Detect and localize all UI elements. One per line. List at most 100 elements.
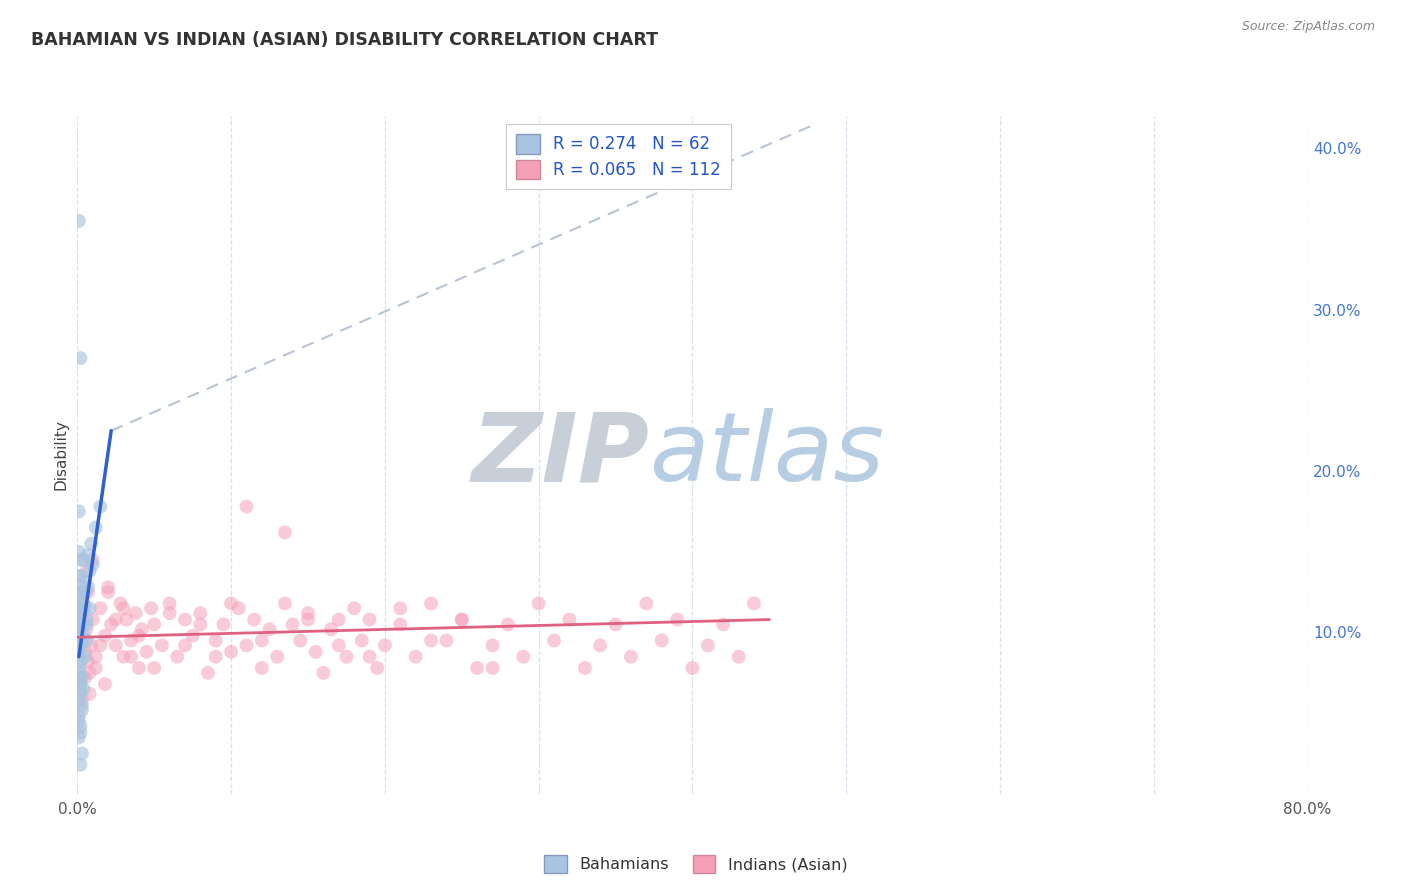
- Point: [128, 629, 150, 643]
- Point: [328, 639, 350, 653]
- Point: [174, 613, 197, 627]
- Point: [727, 649, 749, 664]
- Point: [204, 649, 226, 664]
- Point: [159, 596, 181, 610]
- Point: [100, 617, 122, 632]
- Point: [297, 613, 319, 627]
- Point: [389, 617, 412, 632]
- Point: [73, 649, 96, 664]
- Point: [77, 655, 100, 669]
- Point: [589, 639, 612, 653]
- Point: [89, 500, 111, 514]
- Y-axis label: Disability: Disability: [53, 419, 69, 491]
- Point: [131, 622, 153, 636]
- Point: [97, 585, 120, 599]
- Point: [69, 585, 91, 599]
- Point: [67, 714, 90, 729]
- Point: [67, 649, 90, 664]
- Point: [312, 665, 335, 680]
- Point: [335, 649, 357, 664]
- Point: [259, 622, 281, 636]
- Point: [181, 629, 204, 643]
- Point: [104, 613, 127, 627]
- Point: [76, 633, 98, 648]
- Point: [72, 629, 94, 643]
- Point: [574, 661, 596, 675]
- Point: [481, 639, 503, 653]
- Point: [481, 661, 503, 675]
- Point: [70, 671, 93, 685]
- Point: [79, 665, 101, 680]
- Point: [80, 537, 103, 551]
- Point: [77, 585, 100, 599]
- Point: [125, 606, 148, 620]
- Point: [67, 214, 90, 228]
- Point: [69, 622, 91, 636]
- Point: [543, 633, 565, 648]
- Point: [558, 613, 581, 627]
- Point: [405, 649, 427, 664]
- Point: [69, 617, 91, 632]
- Point: [188, 606, 212, 620]
- Point: [228, 601, 250, 615]
- Point: [243, 613, 266, 627]
- Point: [69, 639, 91, 653]
- Point: [250, 661, 273, 675]
- Point: [73, 601, 96, 615]
- Legend: Bahamians, Indians (Asian): Bahamians, Indians (Asian): [538, 848, 853, 880]
- Point: [274, 596, 297, 610]
- Point: [374, 639, 396, 653]
- Point: [67, 613, 90, 627]
- Point: [150, 639, 173, 653]
- Point: [235, 639, 257, 653]
- Point: [450, 613, 472, 627]
- Point: [79, 564, 101, 578]
- Point: [212, 617, 235, 632]
- Point: [69, 633, 91, 648]
- Point: [73, 645, 96, 659]
- Point: [651, 633, 673, 648]
- Point: [79, 687, 101, 701]
- Point: [72, 681, 94, 696]
- Point: [82, 553, 104, 567]
- Point: [89, 601, 111, 615]
- Point: [319, 622, 342, 636]
- Point: [69, 757, 91, 772]
- Point: [73, 585, 96, 599]
- Text: atlas: atlas: [650, 409, 884, 501]
- Point: [359, 613, 381, 627]
- Point: [69, 606, 91, 620]
- Point: [112, 601, 135, 615]
- Point: [73, 574, 96, 588]
- Point: [67, 601, 90, 615]
- Point: [197, 665, 219, 680]
- Point: [72, 585, 94, 599]
- Point: [69, 629, 91, 643]
- Point: [696, 639, 718, 653]
- Point: [82, 613, 104, 627]
- Point: [465, 661, 488, 675]
- Point: [70, 606, 93, 620]
- Point: [67, 645, 90, 659]
- Point: [512, 649, 534, 664]
- Point: [67, 731, 90, 745]
- Point: [77, 580, 100, 594]
- Point: [67, 665, 90, 680]
- Text: BAHAMIAN VS INDIAN (ASIAN) DISABILITY CORRELATION CHART: BAHAMIAN VS INDIAN (ASIAN) DISABILITY CO…: [31, 31, 658, 49]
- Text: ZIP: ZIP: [471, 409, 650, 501]
- Point: [290, 633, 312, 648]
- Point: [135, 645, 157, 659]
- Point: [682, 661, 704, 675]
- Point: [69, 677, 91, 691]
- Point: [450, 613, 472, 627]
- Point: [366, 661, 388, 675]
- Point: [274, 525, 297, 540]
- Point: [359, 649, 381, 664]
- Point: [67, 671, 90, 685]
- Point: [84, 661, 107, 675]
- Point: [84, 520, 107, 534]
- Point: [82, 558, 104, 572]
- Point: [76, 622, 98, 636]
- Point: [84, 649, 107, 664]
- Point: [69, 569, 91, 583]
